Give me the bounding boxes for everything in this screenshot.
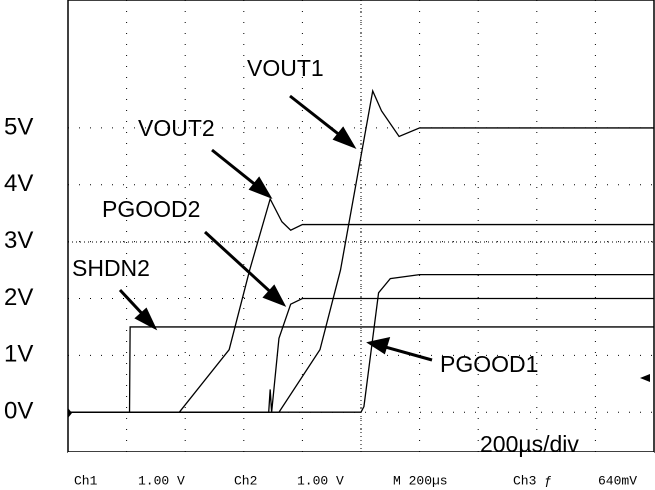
label: SHDN2 <box>72 255 150 281</box>
status-text: 1.00 V <box>297 473 344 488</box>
label: PGOOD1 <box>440 351 538 377</box>
status-text: Ch2 <box>234 473 257 488</box>
y-tick-label: 5V <box>4 113 33 140</box>
level-marker <box>640 374 650 382</box>
y-tick-label: 3V <box>4 227 33 254</box>
ground-marker <box>68 408 72 418</box>
status-text: Ch3 ƒ <box>513 473 552 488</box>
status-text: Ch1 <box>74 473 98 488</box>
trace <box>68 326 654 413</box>
status-text: 640mV <box>598 473 637 488</box>
label: VOUT1 <box>247 55 324 81</box>
trace <box>68 297 654 413</box>
trace <box>68 273 654 413</box>
trace <box>68 197 654 413</box>
y-tick-label: 2V <box>4 284 33 311</box>
y-tick-label: 1V <box>4 341 33 368</box>
y-tick-label: 0V <box>4 398 33 425</box>
arrows <box>118 94 433 362</box>
traces <box>67 0 655 452</box>
label: PGOOD2 <box>102 196 200 222</box>
annotation: 200µs/div <box>480 431 579 457</box>
trace <box>68 88 654 413</box>
label: VOUT2 <box>138 115 215 141</box>
status-text: 1.00 V <box>138 473 185 488</box>
y-tick-label: 4V <box>4 170 33 197</box>
status-bar <box>68 452 654 490</box>
status-text: M 200µs <box>393 473 448 488</box>
